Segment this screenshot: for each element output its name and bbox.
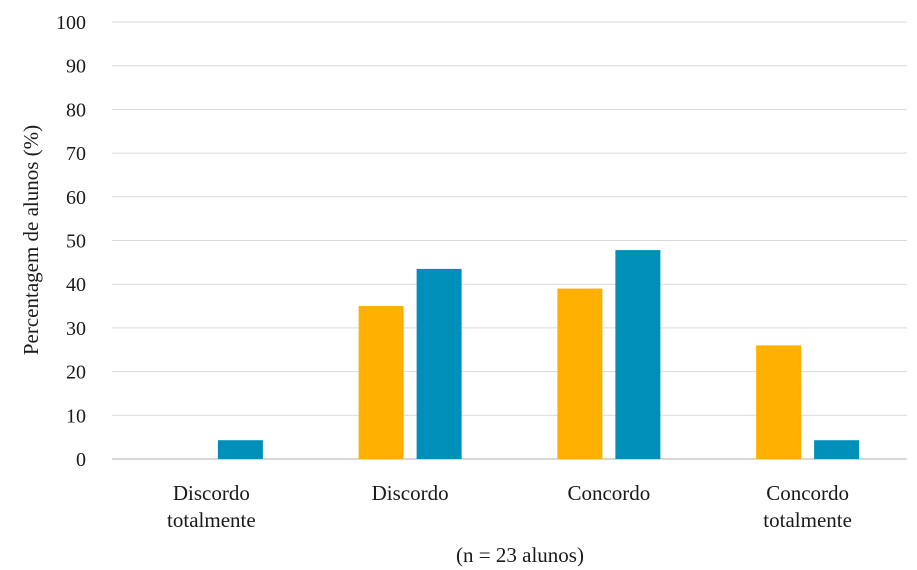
x-category-label: Concordo [766,481,849,505]
x-category-label: totalmente [167,508,256,532]
bar-concordo-series-2 [615,250,661,459]
y-tick-label: 20 [66,362,86,384]
y-tick-label: 50 [66,231,86,253]
y-tick-label: 10 [66,405,86,427]
bar-discordo-series-1 [358,306,404,459]
bar-concordo-series-1 [557,288,603,459]
y-tick-label: 90 [66,56,86,78]
x-category-label: totalmente [763,508,852,532]
y-tick-label: 30 [66,318,86,340]
x-category-label: Discordo [173,481,250,505]
bar-discordo-totalmente-series-2 [217,440,263,459]
y-tick-label: 40 [66,274,86,296]
y-tick-label: 70 [66,143,86,165]
y-tick-label: 0 [76,449,86,471]
bar-discordo-series-2 [416,268,462,459]
y-axis-title: Percentagem de alunos (%) [19,125,43,355]
y-tick-label: 60 [66,187,86,209]
y-axis-tick-labels: 0 10 20 30 40 50 60 70 80 90 100 [56,12,86,471]
x-axis-category-labels: Discordo totalmente Discordo Concordo Concor… [167,481,852,532]
x-category-label: Concordo [567,481,650,505]
y-tick-label: 100 [56,12,86,34]
bars [217,250,860,459]
y-tick-label: 80 [66,99,86,121]
x-category-label: Discordo [372,481,449,505]
x-axis-title: (n = 23 alunos) [456,543,584,567]
gridlines [112,21,907,460]
bar-concordo-totalmente-series-1 [756,345,802,459]
bar-concordo-totalmente-series-2 [814,440,860,459]
